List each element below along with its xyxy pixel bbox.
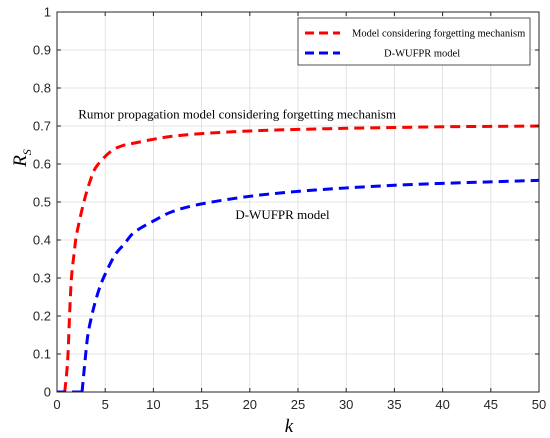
x-tick-label-5: 25	[291, 397, 305, 412]
x-tick-label-10: 50	[532, 397, 546, 412]
y-tick-label-10: 1	[44, 5, 51, 20]
y-tick-label-4: 0.4	[33, 233, 51, 248]
legend-label-0: Model considering forgetting mechanism	[352, 29, 525, 40]
x-tick-label-6: 30	[339, 397, 353, 412]
y-tick-label-2: 0.2	[33, 309, 51, 324]
series-layer	[57, 124, 539, 392]
y-axis-label: RS	[10, 149, 34, 168]
y-tick-label-5: 0.5	[33, 195, 51, 210]
y-tick-label-7: 0.7	[33, 119, 51, 134]
x-tick-label-1: 5	[102, 397, 109, 412]
x-axis-label: k	[285, 416, 294, 437]
x-tick-label-0: 0	[53, 397, 60, 412]
x-tick-label-4: 20	[243, 397, 257, 412]
series-line-0	[63, 124, 539, 392]
y-tick-label-8: 0.8	[33, 81, 51, 96]
y-axis-label-sub: S	[20, 149, 34, 155]
legend: Model considering forgetting mechanism D-…	[297, 17, 531, 66]
annotations: Rumor propagation model considering forg…	[78, 106, 396, 222]
y-tick-label-9: 0.9	[33, 43, 51, 58]
y-tick-label-0: 0	[44, 385, 51, 400]
legend-label-1: D-WUFPR model	[384, 49, 460, 60]
y-tick-label-6: 0.6	[33, 157, 51, 172]
x-tick-label-9: 45	[484, 397, 498, 412]
y-tick-label-3: 0.3	[33, 271, 51, 286]
y-tick-label-1: 0.1	[33, 347, 51, 362]
annotation-0: Rumor propagation model considering forg…	[78, 106, 396, 121]
x-tick-label-3: 15	[194, 397, 208, 412]
x-tick-label-7: 35	[387, 397, 401, 412]
svg-text:RS: RS	[10, 149, 34, 168]
series-line-1	[80, 178, 539, 392]
x-tick-label-2: 10	[146, 397, 160, 412]
x-tick-label-8: 40	[435, 397, 449, 412]
y-axis-label-main: R	[10, 155, 31, 168]
annotation-1: D-WUFPR model	[235, 207, 330, 222]
legend-box	[297, 17, 531, 66]
ticks: 0 5 10 15 20 25 30 35 40 45 50 0 0.1 0.2 0.3 0.4 0.5 0.6 0…	[33, 5, 546, 413]
